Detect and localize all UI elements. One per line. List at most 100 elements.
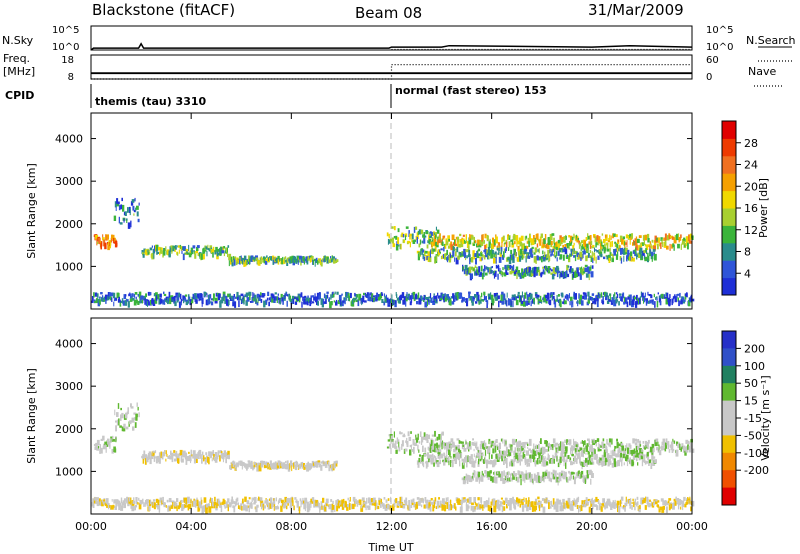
echo-cell-band-8 (345, 295, 347, 301)
echo-cell-band-8 (316, 292, 320, 300)
echo-cell-band-6 (651, 454, 654, 461)
echo-cell-band-5 (628, 235, 630, 239)
echo-cell-band-6 (556, 456, 558, 462)
echo-cell-band-8 (538, 505, 541, 512)
echo-cell-band-8 (201, 499, 203, 505)
echo-cell-band-5 (469, 441, 471, 447)
echo-cell-band-6 (478, 253, 481, 256)
echo-cell-band-5 (635, 236, 638, 242)
echo-cell-band-8 (330, 294, 332, 300)
nsky-label: N.Sky (2, 34, 34, 47)
echo-cell-band-6 (585, 255, 588, 262)
echo-cell-band-3 (331, 464, 334, 472)
echo-cell-band-6 (488, 452, 490, 460)
echo-cell-band-6 (601, 461, 604, 467)
echo-cell-band-8 (667, 297, 671, 303)
echo-cell-band-2 (152, 452, 155, 457)
echo-cell-band-6 (425, 250, 428, 254)
echo-cell-band-8 (403, 499, 405, 503)
echo-cell-band-4 (406, 441, 409, 448)
echo-cell-band-8 (424, 497, 427, 502)
echo-cell-band-6 (566, 253, 568, 259)
echo-cell-band-8 (214, 297, 218, 301)
echo-cell-band-7 (529, 473, 531, 479)
echo-cell-band-2 (196, 245, 200, 249)
echo-cell-band-3 (254, 462, 257, 465)
echo-cell-band-6 (605, 254, 607, 257)
echo-cell-band-7 (536, 270, 538, 274)
echo-cell-band-4 (436, 436, 439, 441)
echo-cell-band-8 (619, 499, 622, 507)
echo-cell-band-8 (671, 298, 673, 306)
echo-cell-band-2 (208, 457, 210, 465)
echo-cell-band-8 (250, 503, 253, 509)
echo-cell-band-6 (542, 250, 544, 255)
echo-cell-band-8 (659, 506, 663, 510)
echo-cell-band-8 (188, 296, 191, 300)
power-colorbar-cell (722, 138, 736, 157)
echo-cell-band-6 (448, 255, 452, 263)
echo-cell-band-7 (590, 271, 594, 278)
echo-cell-band-5 (585, 445, 589, 452)
echo-cell-band-7 (567, 478, 569, 483)
echo-cell-band-6 (519, 461, 521, 466)
echo-cell-band-8 (581, 500, 584, 508)
echo-cell-band-8 (562, 301, 564, 304)
echo-cell-band-2 (155, 456, 158, 459)
echo-cell-band-8 (193, 294, 195, 300)
echo-cell-band-8 (580, 504, 583, 512)
echo-cell-band-8 (236, 296, 239, 301)
power-colorbar-cell (722, 277, 736, 296)
echo-cell-band-8 (365, 295, 368, 298)
echo-cell-band-8 (512, 300, 514, 308)
echo-cell-band-6 (645, 248, 647, 252)
echo-cell-band-5 (573, 233, 575, 239)
echo-cell-band-5 (664, 448, 667, 452)
echo-cell-band-8 (173, 295, 176, 303)
echo-cell-band-8 (444, 297, 447, 302)
echo-cell-band-5 (644, 234, 647, 241)
echo-cell-band-3 (303, 463, 306, 468)
echo-cell-band-6 (503, 459, 505, 465)
echo-cell-band-8 (416, 301, 419, 305)
echo-cell-band-1 (125, 218, 128, 221)
echo-cell-band-7 (577, 272, 580, 277)
echo-cell-band-8 (503, 506, 506, 511)
echo-cell-band-0 (112, 234, 115, 241)
echo-cell-band-4 (400, 243, 402, 250)
echo-cell-band-8 (462, 297, 464, 301)
echo-cell-band-5 (487, 235, 489, 241)
echo-cell-band-2 (151, 252, 155, 260)
echo-cell-band-8 (252, 297, 256, 301)
echo-cell-band-3 (266, 461, 268, 466)
echo-cell-band-8 (464, 298, 466, 301)
echo-cell-band-1 (130, 406, 134, 409)
echo-cell-band-0 (96, 446, 99, 451)
echo-cell-band-8 (587, 291, 590, 297)
echo-cell-band-5 (588, 440, 591, 446)
echo-cell-band-5 (673, 440, 676, 444)
echo-cell-band-8 (564, 300, 567, 305)
echo-cell-band-2 (160, 250, 164, 254)
echo-cell-band-6 (619, 457, 622, 462)
echo-cell-band-8 (561, 502, 563, 508)
echo-cell-band-8 (269, 297, 271, 301)
echo-cell-band-6 (549, 248, 551, 254)
echo-cell-band-5 (498, 442, 501, 450)
y-tick-label: 4000 (55, 338, 83, 351)
echo-cell-band-4 (398, 446, 401, 452)
echo-cell-band-8 (414, 503, 417, 510)
echo-cell-band-7 (515, 269, 518, 274)
echo-cell-band-3 (335, 257, 337, 261)
echo-cell-band-6 (555, 251, 558, 257)
echo-cell-band-8 (348, 500, 350, 506)
echo-cell-band-8 (157, 499, 160, 506)
echo-cell-band-5 (683, 445, 686, 451)
echo-cell-band-4 (439, 439, 442, 445)
echo-cell-band-6 (559, 254, 563, 259)
echo-cell-band-6 (513, 460, 515, 467)
echo-cell-band-5 (565, 235, 567, 240)
echo-cell-band-7 (502, 267, 504, 271)
echo-cell-band-8 (147, 291, 151, 296)
echo-cell-band-2 (155, 244, 158, 251)
